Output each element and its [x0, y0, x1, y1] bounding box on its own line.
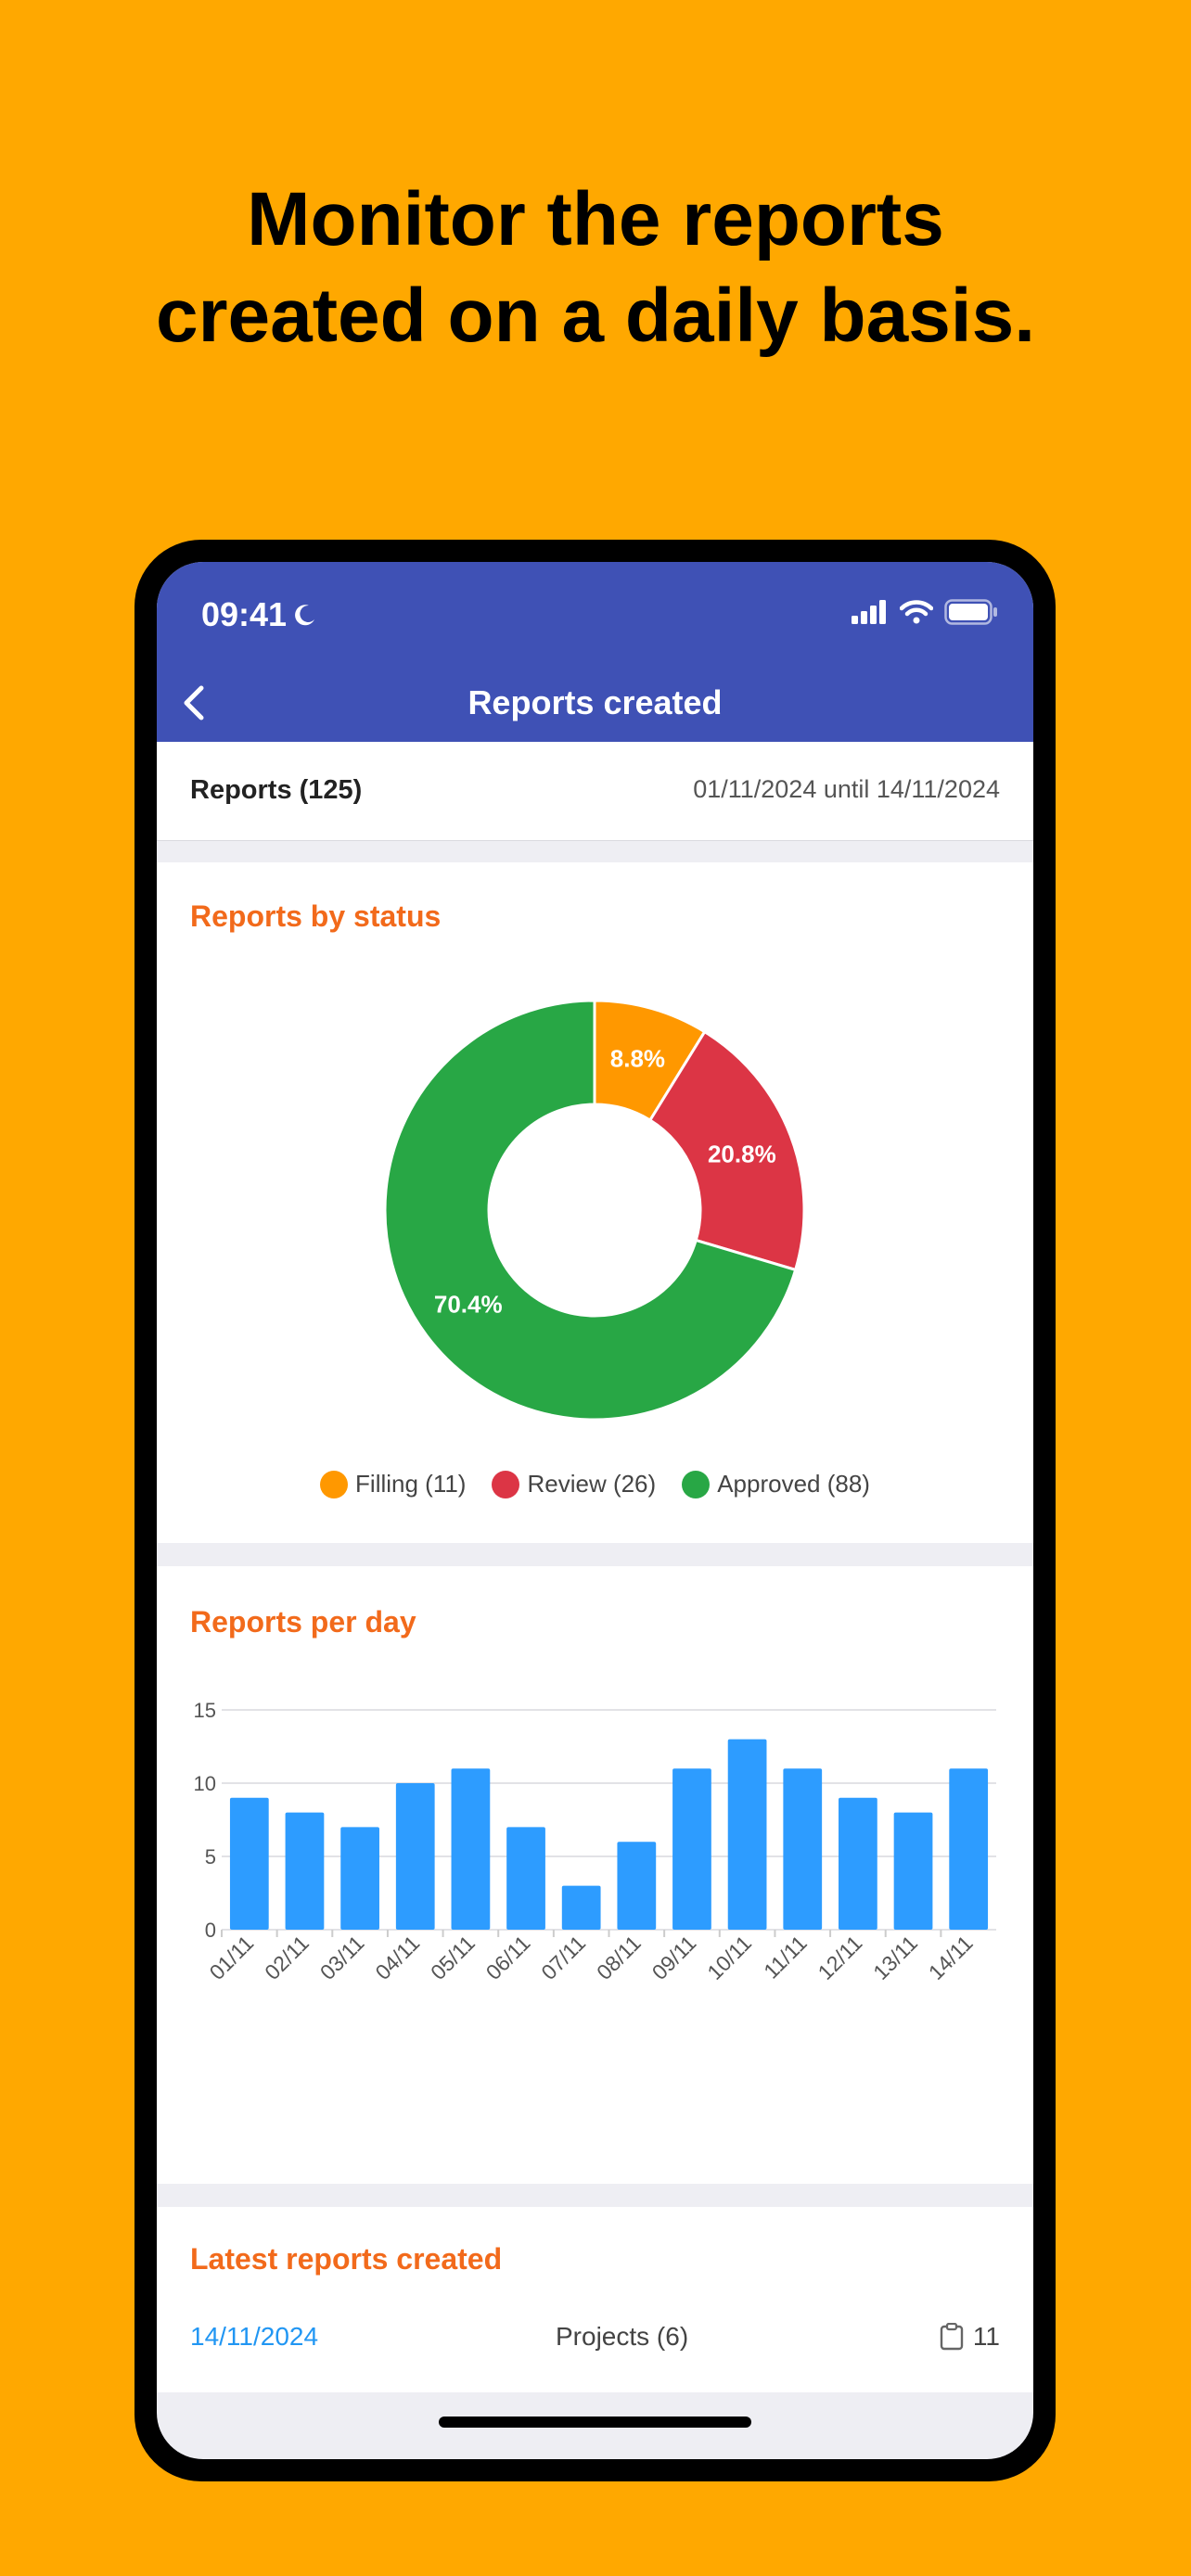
x-tick-label: 02/11	[260, 1931, 314, 1984]
legend-label-approved: Approved (88)	[717, 1470, 870, 1498]
donut-slice-approved[interactable]	[383, 999, 798, 1422]
latest-row-count-value: 11	[972, 2322, 1000, 2351]
navigation-bar: Reports created	[157, 664, 1033, 742]
headline-line-2: created on a daily basis.	[156, 274, 1035, 358]
donut-label-filling: 8.8%	[610, 1044, 665, 1072]
legend-label-filling: Filling (11)	[355, 1470, 467, 1498]
status-card: Reports by status 8.8% 20.8% 70.4% Filling…	[157, 862, 1033, 1543]
bar-14-11[interactable]	[949, 1768, 989, 1930]
bar-03-11[interactable]	[340, 1827, 379, 1930]
legend-dot-approved	[682, 1470, 711, 1498]
status-legend: Filling (11) Review (26) Approved (88)	[157, 1470, 1033, 1498]
donut-label-review: 20.8%	[708, 1140, 776, 1167]
time-text: 09:41	[201, 595, 288, 633]
bar-13-11[interactable]	[893, 1812, 933, 1930]
bar-07-11[interactable]	[561, 1885, 601, 1930]
x-tick-label: 13/11	[868, 1931, 922, 1984]
latest-row-date[interactable]: 14/11/2024	[190, 2322, 319, 2351]
back-button[interactable]	[173, 679, 220, 727]
status-icons	[852, 599, 998, 625]
x-tick-label: 05/11	[426, 1931, 480, 1984]
donut-label-approved: 70.4%	[434, 1291, 503, 1319]
bar-04-11[interactable]	[395, 1783, 435, 1930]
x-tick-label: 10/11	[702, 1931, 756, 1984]
latest-row-count: 11	[940, 2322, 1000, 2352]
battery-icon	[944, 599, 997, 625]
headline: Monitor the reports created on a daily b…	[0, 172, 1191, 364]
headline-line-1: Monitor the reports	[247, 177, 944, 261]
signal-icon	[852, 600, 886, 624]
date-range[interactable]: 01/11/2024 until 14/11/2024	[693, 775, 1000, 803]
home-indicator	[439, 2417, 751, 2428]
legend-item-approved[interactable]: Approved (88)	[682, 1470, 870, 1498]
bar-06-11[interactable]	[506, 1827, 545, 1930]
bar-02-11[interactable]	[285, 1812, 325, 1930]
day-card-title: Reports per day	[190, 1605, 416, 1639]
x-tick-label: 08/11	[592, 1931, 646, 1984]
x-tick-label: 03/11	[315, 1931, 369, 1984]
x-tick-label: 06/11	[481, 1931, 535, 1984]
x-tick-label: 07/11	[536, 1931, 590, 1984]
latest-card: Latest reports created 14/11/2024 Projec…	[157, 2207, 1033, 2392]
bar-10-11[interactable]	[727, 1739, 767, 1930]
page-title: Reports created	[467, 683, 723, 721]
day-card: Reports per day 0 5 10 15 01/11 02/11 03/11 04/…	[157, 1566, 1033, 2184]
moon-icon	[295, 605, 315, 626]
bar-12-11[interactable]	[839, 1797, 877, 1930]
y-tick-label: 15	[194, 1699, 216, 1722]
status-time: 09:41	[201, 595, 318, 634]
bar-11-11[interactable]	[783, 1768, 823, 1930]
reports-summary: Reports (125) 01/11/2024 until 14/11/202…	[157, 742, 1033, 841]
reports-count: Reports (125)	[190, 775, 363, 805]
legend-label-review: Review (26)	[527, 1470, 657, 1498]
x-tick-label: 14/11	[924, 1931, 978, 1984]
status-donut-chart: 8.8% 20.8% 70.4%	[383, 999, 806, 1422]
legend-item-filling[interactable]: Filling (11)	[320, 1470, 466, 1498]
y-tick-label: 0	[205, 1919, 216, 1942]
x-tick-label: 12/11	[813, 1931, 867, 1984]
bar-08-11[interactable]	[617, 1842, 657, 1930]
status-card-title: Reports by status	[190, 899, 442, 933]
phone-screen: 09:41	[157, 562, 1033, 2459]
bar-05-11[interactable]	[451, 1768, 491, 1930]
legend-item-review[interactable]: Review (26)	[492, 1470, 656, 1498]
clipboard-icon	[940, 2323, 964, 2351]
latest-row-projects: Projects (6)	[556, 2322, 689, 2351]
bar-01-11[interactable]	[229, 1797, 269, 1930]
bar-09-11[interactable]	[672, 1768, 711, 1930]
wifi-icon	[900, 600, 933, 624]
y-tick-label: 10	[194, 1772, 216, 1795]
x-tick-label: 04/11	[370, 1931, 424, 1984]
x-tick-label: 11/11	[759, 1931, 812, 1983]
donut-slice-review[interactable]	[647, 1029, 806, 1272]
status-bar: 09:41	[157, 562, 1033, 664]
legend-dot-review	[492, 1470, 520, 1498]
x-tick-label: 09/11	[647, 1931, 701, 1984]
chevron-left-icon	[184, 685, 204, 721]
phone-frame: 09:41	[134, 540, 1056, 2481]
latest-card-title: Latest reports created	[190, 2242, 503, 2276]
legend-dot-filling	[320, 1470, 349, 1498]
y-tick-label: 5	[205, 1845, 216, 1868]
